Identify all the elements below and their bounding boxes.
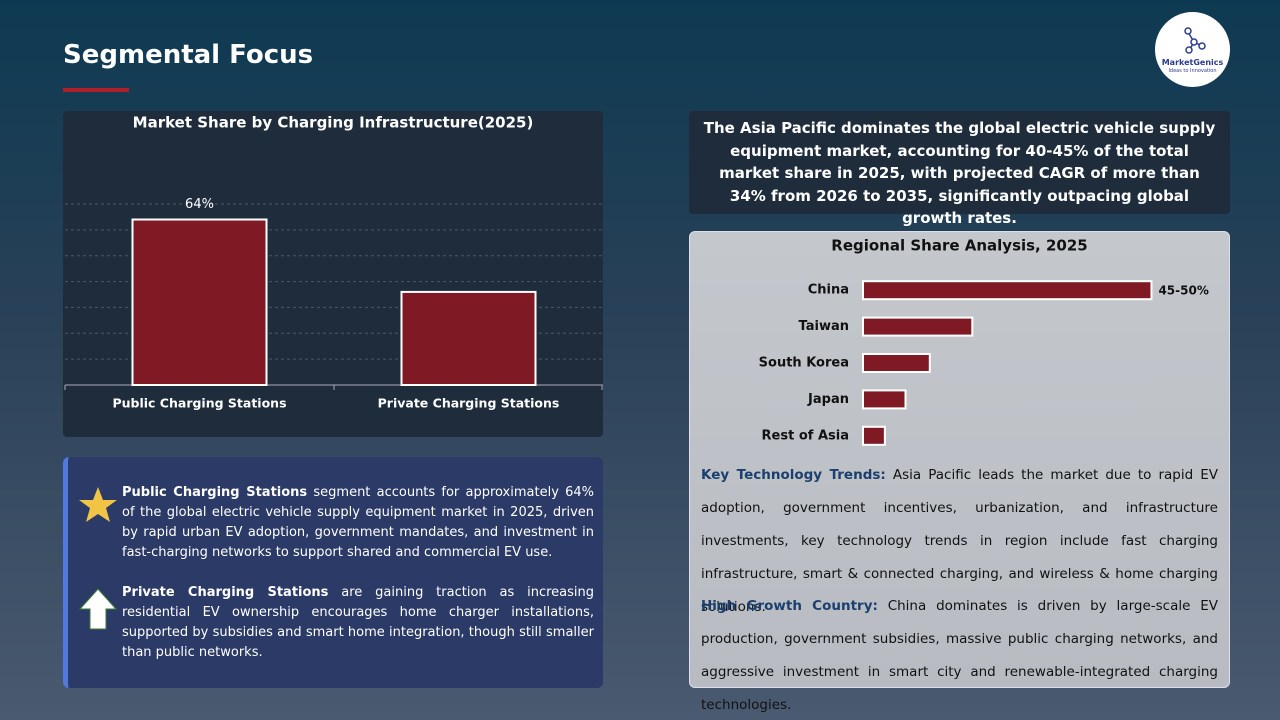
- y-tick-label: Japan: [807, 392, 849, 407]
- insight: Key Technology Trends: Asia Pacific lead…: [701, 459, 1218, 624]
- x-tick-label: Public Charging Stations: [112, 396, 286, 411]
- data-label: 45-50%: [1158, 284, 1208, 298]
- bar: [131, 218, 268, 386]
- chart: Market Share by Charging Infrastructure(…: [64, 114, 603, 411]
- x-tick-label: Private Charging Stations: [378, 396, 560, 411]
- note: Private Charging Stations are gaining tr…: [122, 583, 594, 663]
- logo-tagline: Ideas to Innovation: [1168, 68, 1217, 74]
- insight-text: China dominates is driven by large-scale…: [701, 598, 1218, 713]
- bar: [862, 389, 907, 410]
- chart-title: Regional Share Analysis, 2025: [831, 237, 1087, 255]
- insight-lead: High Growth Country:: [701, 598, 878, 614]
- y-tick-label: China: [808, 283, 849, 298]
- icons: [78, 487, 118, 630]
- note-text: are gaining traction as increasing resid…: [122, 585, 594, 660]
- bar: [862, 280, 1153, 301]
- chart-title: Market Share by Charging Infrastructure(…: [133, 114, 534, 132]
- y-tick-label: South Korea: [759, 356, 849, 371]
- insight: High Growth Country: China dominates is …: [701, 590, 1218, 720]
- note-text: segment accounts for approximately 64% o…: [122, 485, 594, 560]
- note-lead: Private Charging Stations: [122, 585, 329, 600]
- logo: MarketGenics Ideas to Innovation: [1155, 12, 1230, 87]
- y-tick-label: Taiwan: [799, 319, 849, 334]
- bar: [862, 425, 886, 446]
- star-icon: [79, 487, 117, 522]
- insight-lead: Key Technology Trends:: [701, 467, 886, 483]
- summary-box: The Asia Pacific dominates the global el…: [689, 111, 1230, 227]
- notes-panel: Public Charging Stations segment account…: [63, 457, 603, 688]
- bar: [862, 316, 974, 337]
- insight-text: Asia Pacific leads the market due to rap…: [701, 467, 1219, 615]
- chart-panel: Market Share by Charging Infrastructure(…: [63, 111, 603, 437]
- y-tick-label: Rest of Asia: [762, 428, 849, 443]
- bar: [862, 353, 931, 373]
- regional-panel: Regional Share Analysis, 2025 China 45-50%…: [689, 231, 1230, 713]
- slide-title: Segmental Focus: [63, 40, 314, 70]
- logo-name: MarketGenics: [1161, 58, 1224, 67]
- note: Public Charging Stations segment account…: [122, 483, 594, 563]
- data-label: 64%: [185, 197, 214, 212]
- title-underline: [63, 88, 129, 92]
- arrow-icon: [78, 588, 118, 630]
- bar: [400, 290, 537, 387]
- note-lead: Public Charging Stations: [122, 485, 308, 500]
- logo-icon: [1184, 27, 1206, 54]
- chart: Regional Share Analysis, 2025 China 45-50%…: [759, 237, 1209, 446]
